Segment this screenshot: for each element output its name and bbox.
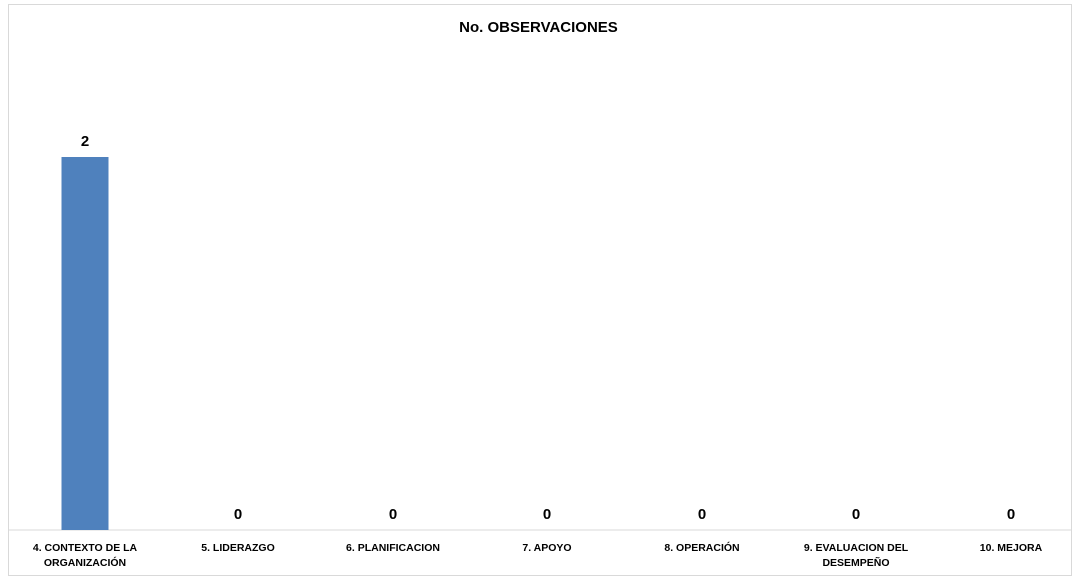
data-label: 0 <box>1007 506 1015 523</box>
chart-frame <box>8 4 1072 576</box>
bar <box>61 157 109 530</box>
data-label: 2 <box>81 133 89 150</box>
x-tick-label: 4. CONTEXTO DE LA ORGANIZACIÓN <box>33 542 138 569</box>
x-tick-label: 6. PLANIFICACION <box>346 542 440 554</box>
x-tick-label: 9. EVALUACION DEL DESEMPEÑO <box>804 542 909 569</box>
x-tick-label: 5. LIDERAZGO <box>201 542 275 554</box>
chart-title: No. OBSERVACIONES <box>459 19 618 36</box>
data-label: 0 <box>698 506 706 523</box>
data-label: 0 <box>543 506 551 523</box>
x-tick-label: 10. MEJORA <box>980 542 1043 554</box>
data-label: 0 <box>234 506 242 523</box>
data-label: 0 <box>852 506 860 523</box>
x-tick-label: 7. APOYO <box>522 542 571 554</box>
data-label: 0 <box>389 506 397 523</box>
x-tick-label: 8. OPERACIÓN <box>664 541 739 554</box>
